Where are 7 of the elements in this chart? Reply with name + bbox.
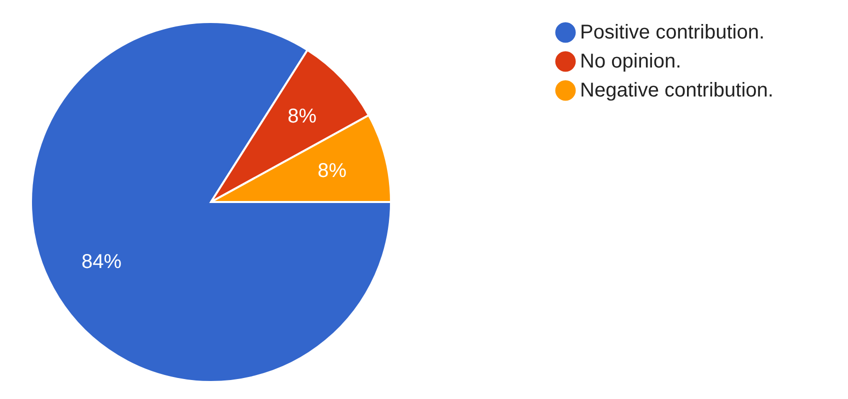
legend-label: Positive contribution. bbox=[580, 22, 765, 44]
data-label: 8% bbox=[318, 160, 347, 182]
data-label: 8% bbox=[288, 105, 317, 128]
legend-label: Negative contribution. bbox=[580, 80, 774, 102]
legend-label: No opinion. bbox=[580, 50, 682, 72]
pie-slice bbox=[30, 21, 392, 383]
data-label: 84% bbox=[81, 251, 122, 274]
